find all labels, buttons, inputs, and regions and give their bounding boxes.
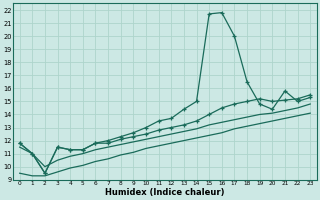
X-axis label: Humidex (Indice chaleur): Humidex (Indice chaleur) bbox=[105, 188, 225, 197]
